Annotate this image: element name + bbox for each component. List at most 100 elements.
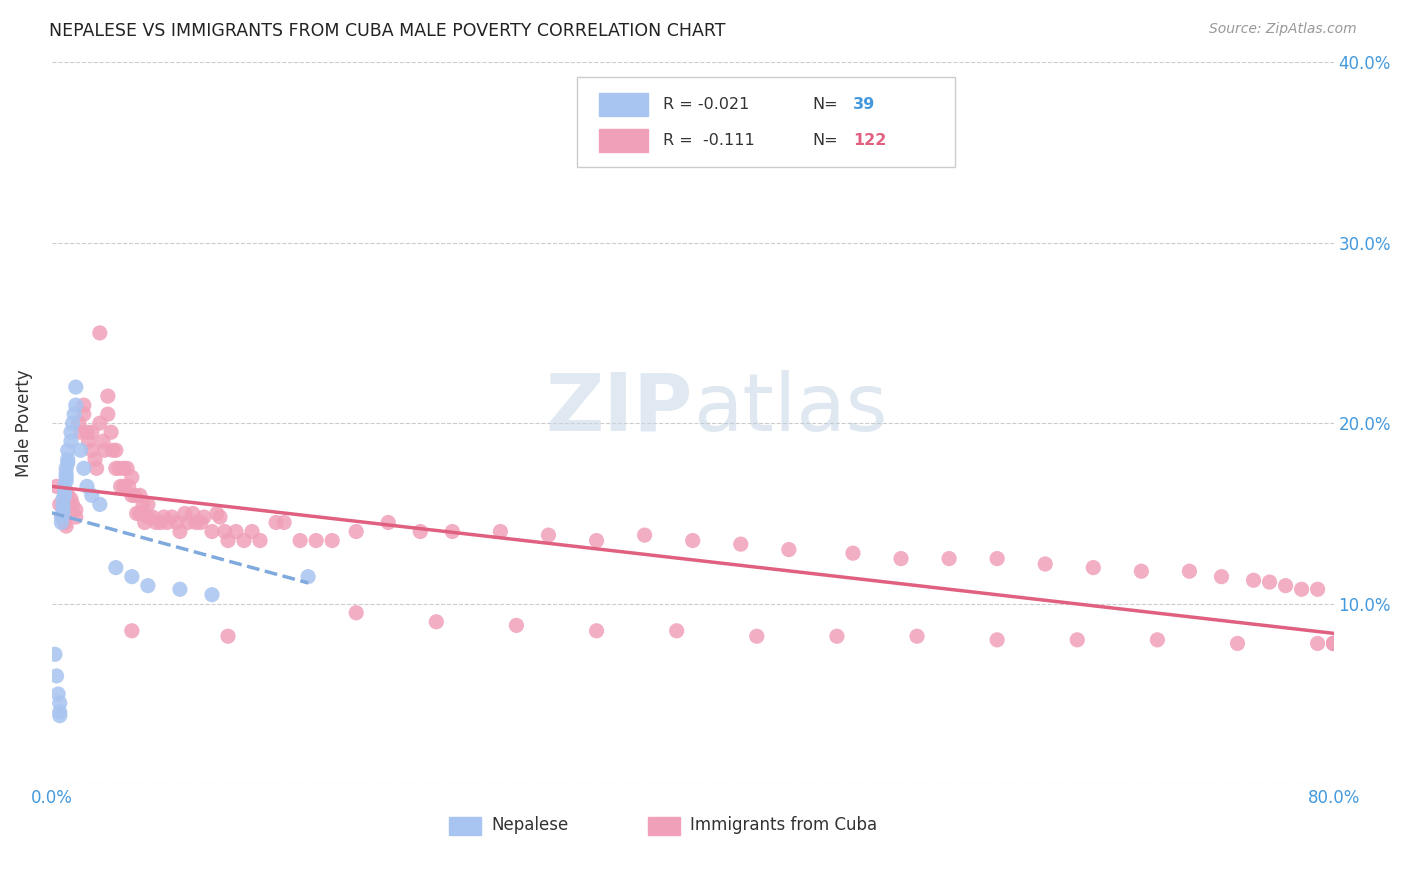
Point	[1211, 569, 1233, 583]
Point	[682, 533, 704, 548]
Point	[1243, 574, 1265, 588]
Point	[93, 443, 115, 458]
Point	[56, 456, 79, 470]
Point	[136, 510, 159, 524]
Point	[1033, 557, 1056, 571]
Text: Source: ZipAtlas.com: Source: ZipAtlas.com	[1209, 22, 1357, 37]
Point	[132, 498, 155, 512]
Point	[633, 528, 655, 542]
Text: ZIP: ZIP	[546, 370, 693, 448]
Point	[80, 425, 103, 440]
Point	[80, 488, 103, 502]
Point	[344, 524, 367, 539]
Point	[124, 488, 146, 502]
Point	[1323, 636, 1346, 650]
Point	[190, 516, 212, 530]
Point	[778, 542, 800, 557]
Point	[425, 615, 447, 629]
Point	[91, 434, 114, 449]
Point	[121, 569, 143, 583]
Point	[89, 416, 111, 430]
Point	[1323, 636, 1346, 650]
Point	[264, 516, 287, 530]
Point	[86, 461, 108, 475]
Point	[193, 510, 215, 524]
Point	[665, 624, 688, 638]
Point	[288, 533, 311, 548]
Point	[65, 510, 87, 524]
Point	[51, 510, 73, 524]
Point	[1130, 564, 1153, 578]
Point	[56, 488, 79, 502]
Point	[65, 398, 87, 412]
Point	[53, 488, 76, 502]
Point	[52, 510, 75, 524]
Point	[205, 507, 228, 521]
Point	[77, 434, 100, 449]
Point	[73, 407, 96, 421]
Point	[128, 507, 150, 521]
Point	[409, 524, 432, 539]
Point	[1066, 632, 1088, 647]
Point	[104, 560, 127, 574]
Point	[537, 528, 560, 542]
Point	[1274, 579, 1296, 593]
Bar	[599, 129, 648, 153]
Point	[208, 510, 231, 524]
Point	[1323, 636, 1346, 650]
Point	[49, 696, 72, 710]
Point	[505, 618, 527, 632]
Point	[1323, 636, 1346, 650]
Point	[225, 524, 247, 539]
Point	[63, 407, 86, 421]
Point	[986, 551, 1008, 566]
Point	[69, 425, 91, 440]
Point	[136, 579, 159, 593]
Point	[128, 488, 150, 502]
Point	[173, 507, 195, 521]
Point	[240, 524, 263, 539]
Point	[1323, 636, 1346, 650]
Text: 39: 39	[853, 97, 875, 112]
Point	[1306, 582, 1329, 597]
Point	[156, 516, 179, 530]
Point	[59, 434, 82, 449]
FancyBboxPatch shape	[578, 77, 956, 167]
Point	[52, 503, 75, 517]
Point	[201, 588, 224, 602]
Point	[121, 624, 143, 638]
Point	[121, 488, 143, 502]
Point	[125, 507, 148, 521]
Point	[53, 479, 76, 493]
Bar	[599, 93, 648, 116]
Point	[134, 516, 156, 530]
Point	[49, 708, 72, 723]
Point	[1306, 636, 1329, 650]
Text: N=: N=	[811, 133, 838, 148]
Point	[905, 629, 928, 643]
Point	[67, 416, 90, 430]
Point	[249, 533, 271, 548]
Point	[97, 389, 120, 403]
Point	[169, 524, 191, 539]
Point	[59, 491, 82, 506]
Point	[112, 461, 135, 475]
Point	[55, 474, 77, 488]
Point	[585, 624, 607, 638]
Text: R = -0.021: R = -0.021	[664, 97, 749, 112]
Point	[890, 551, 912, 566]
Point	[214, 524, 236, 539]
Point	[1083, 560, 1105, 574]
Point	[1291, 582, 1313, 597]
Point	[53, 484, 76, 499]
Point	[49, 498, 72, 512]
Point	[321, 533, 343, 548]
Point	[108, 461, 131, 475]
Point	[80, 443, 103, 458]
Text: R =  -0.111: R = -0.111	[664, 133, 755, 148]
Point	[233, 533, 256, 548]
Point	[201, 524, 224, 539]
Point	[55, 461, 77, 475]
Point	[84, 452, 107, 467]
Bar	[648, 817, 681, 835]
